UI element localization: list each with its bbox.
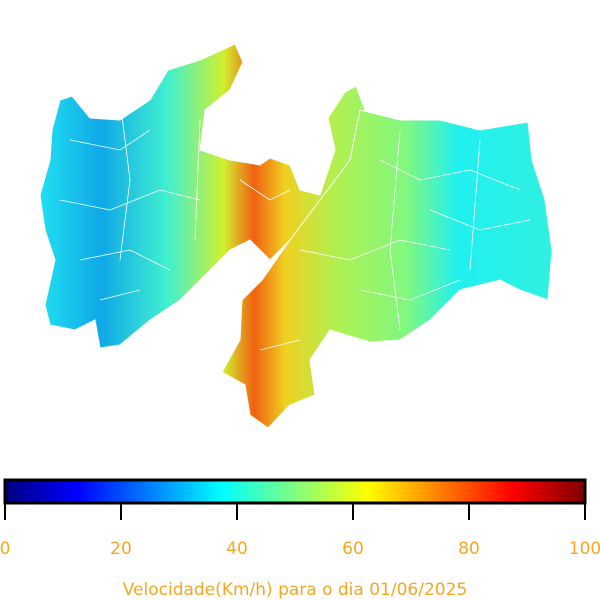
- colorbar-label: Velocidade(Km/h) para o dia 01/06/2025: [123, 580, 467, 600]
- tick-label: 40: [226, 539, 248, 559]
- municipal-borders: [59, 99, 531, 351]
- tick-label: 80: [458, 539, 480, 559]
- region-east: [221, 109, 553, 429]
- tick-label: 20: [110, 539, 132, 559]
- tick-label: 60: [342, 539, 364, 559]
- region-west: [39, 43, 366, 349]
- map: [39, 43, 553, 429]
- tick-label: 0: [0, 539, 10, 559]
- tick-label: 100: [569, 539, 600, 559]
- colorbar-gradient: [3, 478, 587, 505]
- colorbar: 0 20 40 60 80 100: [0, 478, 600, 559]
